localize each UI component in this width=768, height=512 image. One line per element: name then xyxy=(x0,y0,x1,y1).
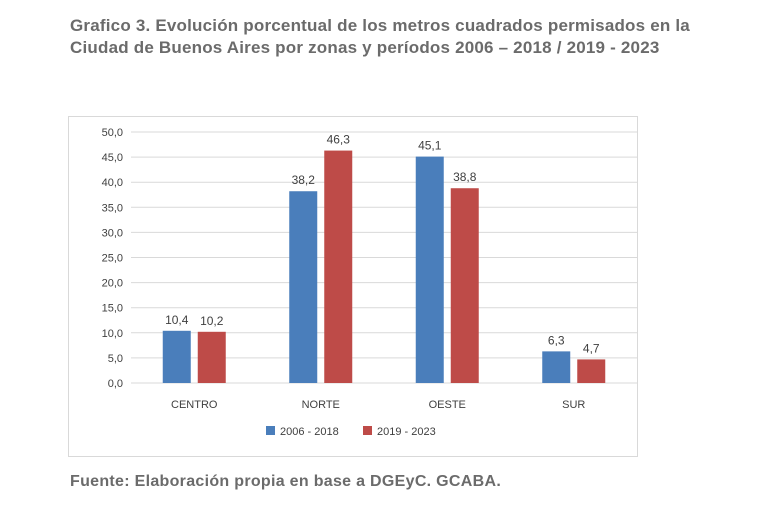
chart-title: Grafico 3. Evolución porcentual de los m… xyxy=(70,15,750,59)
bar-centro-series-1 xyxy=(162,330,191,383)
legend-label-series-1: 2006 - 2018 xyxy=(280,426,339,438)
y-tick-label: 35,0 xyxy=(102,202,123,214)
chart-title-line-1: Grafico 3. Evolución porcentual de los m… xyxy=(70,16,690,35)
data-label-centro-series-1: 10,4 xyxy=(165,313,189,327)
legend-swatch-series-1 xyxy=(266,426,275,435)
y-tick-label: 20,0 xyxy=(102,278,123,290)
data-label-centro-series-2: 10,2 xyxy=(200,314,224,328)
data-label-sur-series-2: 4,7 xyxy=(583,341,600,355)
bar-norte-series-2 xyxy=(324,150,353,383)
x-tick-label-sur: SUR xyxy=(562,399,585,411)
bar-oeste-series-1 xyxy=(415,156,444,383)
y-tick-label: 0,0 xyxy=(108,378,123,390)
source-note: Fuente: Elaboración propia en base a DGE… xyxy=(70,473,502,490)
data-labels: 10,4 10,2 38,2 46,3 45,1 38,8 6,3 4,7 xyxy=(165,133,600,356)
y-tick-label: 10,0 xyxy=(102,328,123,340)
data-label-norte-series-1: 38,2 xyxy=(292,173,316,187)
data-label-norte-series-2: 46,3 xyxy=(327,133,351,147)
y-tick-label: 40,0 xyxy=(102,177,123,189)
y-axis-ticks: 0,0 5,0 10,0 15,0 20,0 25,0 30,0 35,0 40,0 45,0 50… xyxy=(102,127,123,390)
x-tick-label-centro: CENTRO xyxy=(171,399,218,411)
y-tick-label: 30,0 xyxy=(102,227,123,239)
y-tick-label: 25,0 xyxy=(102,253,123,265)
chart-area: 0,0 5,0 10,0 15,0 20,0 25,0 30,0 35,0 40,0 45,0 50… xyxy=(68,116,638,457)
x-tick-label-oeste: OESTE xyxy=(429,399,466,411)
y-tick-label: 15,0 xyxy=(102,303,123,315)
y-tick-label: 50,0 xyxy=(102,127,123,139)
legend: 2006 - 2018 2019 - 2023 xyxy=(266,426,436,438)
bar-centro-series-2 xyxy=(197,331,226,383)
legend-swatch-series-2 xyxy=(363,426,372,435)
data-label-sur-series-1: 6,3 xyxy=(548,333,565,347)
data-label-oeste-series-2: 38,8 xyxy=(453,170,477,184)
bar-norte-series-1 xyxy=(289,191,318,383)
bar-oeste-series-2 xyxy=(450,188,479,383)
bar-sur-series-1 xyxy=(542,351,571,383)
x-tick-label-norte: NORTE xyxy=(302,399,340,411)
data-label-oeste-series-1: 45,1 xyxy=(418,139,442,153)
bar-chart: 0,0 5,0 10,0 15,0 20,0 25,0 30,0 35,0 40,0 45,0 50… xyxy=(102,127,637,438)
bar-sur-series-2 xyxy=(577,359,606,383)
legend-label-series-2: 2019 - 2023 xyxy=(377,426,436,438)
x-axis-ticks: CENTRO NORTE OESTE SUR xyxy=(171,399,585,411)
y-tick-label: 45,0 xyxy=(102,152,123,164)
bars xyxy=(162,150,606,383)
y-tick-label: 5,0 xyxy=(108,353,123,365)
chart-title-line-2: Ciudad de Buenos Aires por zonas y perío… xyxy=(70,38,660,57)
